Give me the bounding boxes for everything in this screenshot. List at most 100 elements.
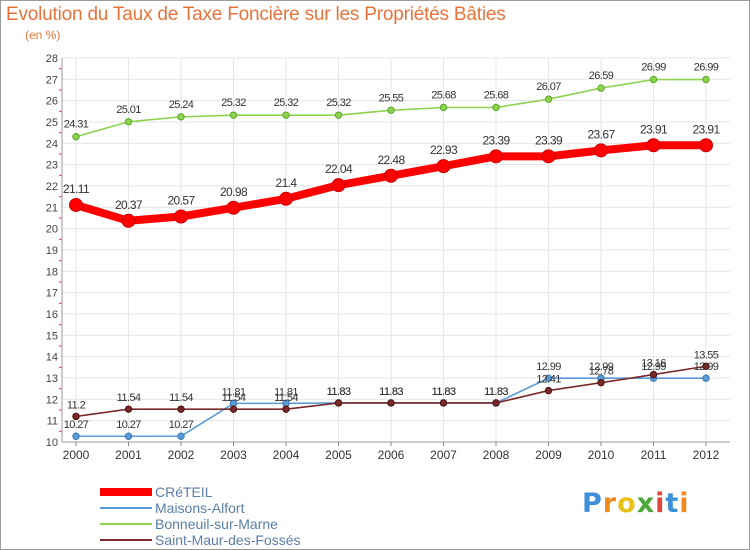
data-point-creteil — [174, 209, 188, 224]
x-tick-label: 2006 — [378, 448, 405, 462]
data-point-maisons-alfort — [124, 432, 133, 440]
x-tick-label: 2012 — [693, 448, 720, 462]
data-label-creteil: 23.39 — [482, 133, 510, 147]
data-label-maisons-alfort: 12.99 — [641, 361, 666, 373]
brand-logo: Proxiti — [582, 488, 690, 519]
y-tick-label: 16 — [46, 309, 58, 321]
data-point-maisons-alfort — [177, 432, 185, 440]
data-label-maisons-alfort: 12.99 — [536, 361, 561, 373]
x-tick-label: 2001 — [115, 448, 142, 462]
data-label-bonneuil: 26.99 — [694, 62, 719, 74]
data-label-bonneuil: 25.68 — [431, 89, 456, 101]
data-point-creteil — [279, 191, 293, 206]
y-tick-label: 25 — [46, 117, 58, 129]
chart-subtitle: (en %) — [25, 28, 61, 42]
y-tick-label: 18 — [46, 266, 58, 278]
data-point-creteil — [436, 159, 451, 174]
data-point-bonneuil — [177, 113, 185, 121]
data-label-creteil: 22.48 — [377, 153, 405, 167]
data-point-saint-maur — [334, 399, 343, 407]
data-label-saint-maur: 12.78 — [589, 366, 614, 378]
data-label-bonneuil: 26.59 — [589, 70, 614, 82]
data-point-bonneuil — [439, 103, 448, 112]
data-label-bonneuil: 25.24 — [169, 99, 194, 111]
brand-letter: o — [617, 488, 637, 519]
data-point-creteil — [541, 149, 556, 164]
data-point-bonneuil — [702, 75, 710, 84]
x-tick-label: 2011 — [641, 448, 667, 462]
data-label-saint-maur: 11.54 — [169, 392, 193, 404]
data-point-saint-maur — [387, 399, 395, 407]
data-point-bonneuil — [492, 103, 500, 112]
data-label-maisons-alfort: 11.83 — [327, 386, 351, 398]
data-label-saint-maur: 11.83 — [432, 386, 456, 398]
data-point-saint-maur — [439, 399, 448, 407]
data-point-creteil — [69, 197, 83, 212]
data-label-saint-maur: 11.54 — [222, 392, 246, 404]
legend-swatch-bonneuil — [100, 523, 152, 525]
data-point-creteil — [699, 138, 713, 153]
data-label-maisons-alfort: 11.83 — [484, 386, 508, 398]
y-tick-label: 26 — [46, 96, 58, 108]
data-label-creteil: 20.37 — [115, 198, 143, 212]
data-point-saint-maur — [72, 412, 80, 421]
y-tick-label: 19 — [46, 245, 58, 257]
data-point-creteil — [384, 168, 398, 183]
data-label-saint-maur: 11.83 — [379, 386, 403, 398]
data-label-bonneuil: 25.01 — [116, 104, 141, 116]
y-tick-label: 24 — [46, 138, 58, 150]
data-label-maisons-alfort: 11.81 — [274, 386, 298, 398]
data-point-bonneuil — [282, 111, 290, 119]
data-point-saint-maur — [492, 399, 500, 407]
data-point-maisons-alfort — [702, 374, 710, 382]
legend-swatch-saint-maur — [100, 539, 152, 541]
data-label-maisons-alfort: 12.99 — [694, 361, 719, 373]
y-tick-label: 17 — [46, 288, 58, 300]
legend-swatch-maisons-alfort — [100, 507, 152, 509]
data-label-creteil: 20.57 — [167, 194, 195, 208]
data-point-maisons-alfort — [544, 374, 553, 382]
y-tick-label: 11 — [47, 416, 58, 428]
brand-letter: P — [582, 488, 603, 519]
data-label-maisons-alfort: 11.81 — [222, 386, 246, 398]
data-label-maisons-alfort: 12.99 — [589, 361, 614, 373]
brand-letter: x — [636, 488, 656, 519]
y-tick-label: 21 — [46, 202, 58, 214]
data-point-bonneuil — [387, 106, 395, 114]
data-point-bonneuil — [334, 111, 343, 119]
data-label-saint-maur: 12.41 — [536, 374, 561, 386]
data-label-creteil: 23.91 — [640, 122, 668, 136]
y-tick-label: 13 — [46, 373, 58, 385]
x-tick-label: 2009 — [535, 448, 562, 462]
data-label-saint-maur: 11.83 — [484, 386, 508, 398]
legend-label: CRéTEIL — [155, 484, 213, 500]
data-label-maisons-alfort: 10.27 — [169, 419, 194, 431]
data-label-maisons-alfort: 11.83 — [432, 386, 456, 398]
y-tick-label: 14 — [46, 352, 58, 364]
data-label-bonneuil: 25.32 — [221, 97, 246, 109]
data-label-maisons-alfort: 10.27 — [64, 419, 89, 431]
data-label-bonneuil: 26.99 — [641, 62, 666, 74]
brand-letter: t — [665, 488, 680, 519]
y-tick-label: 12 — [46, 394, 58, 406]
data-label-creteil: 23.67 — [587, 127, 615, 141]
x-tick-label: 2000 — [63, 448, 90, 462]
data-label-creteil: 22.93 — [430, 143, 458, 157]
x-tick-label: 2005 — [325, 448, 352, 462]
data-point-saint-maur — [597, 378, 605, 387]
data-point-maisons-alfort — [72, 432, 80, 440]
data-label-creteil: 21.11 — [63, 182, 90, 196]
data-label-saint-maur: 11.54 — [274, 392, 298, 404]
data-point-creteil — [594, 143, 608, 158]
data-point-bonneuil — [72, 133, 80, 141]
y-tick-label: 10 — [46, 437, 58, 449]
data-label-bonneuil: 26.07 — [536, 81, 561, 93]
data-point-saint-maur — [544, 386, 553, 395]
data-point-bonneuil — [124, 118, 133, 126]
data-label-saint-maur: 11.2 — [67, 399, 86, 411]
data-point-saint-maur — [282, 405, 290, 413]
y-tick-label: 20 — [46, 224, 58, 236]
data-point-creteil — [489, 149, 503, 164]
y-tick-label: 22 — [46, 181, 58, 193]
